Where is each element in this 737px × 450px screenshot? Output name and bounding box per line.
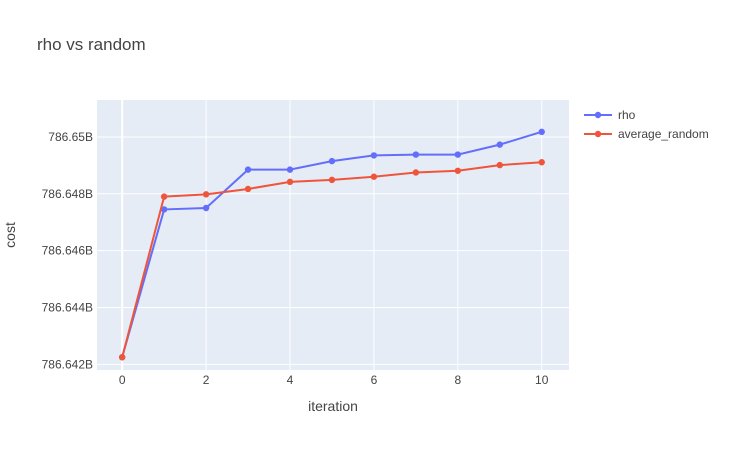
legend-item-average_random[interactable]: average_random bbox=[584, 127, 709, 141]
y-tick-label: 786.644B bbox=[42, 300, 93, 314]
x-tick-labels: 0 2 4 6 8 10 bbox=[119, 373, 549, 387]
y-tick-label: 786.648B bbox=[42, 187, 93, 201]
data-point bbox=[328, 157, 336, 165]
legend[interactable]: rho average_random bbox=[584, 108, 709, 141]
x-tick-label: 10 bbox=[535, 373, 549, 387]
data-point bbox=[496, 161, 503, 169]
data-point bbox=[118, 354, 126, 361]
legend-item-rho[interactable]: rho bbox=[584, 108, 636, 122]
data-point bbox=[160, 193, 168, 200]
x-tick-label: 8 bbox=[454, 373, 461, 387]
data-point bbox=[454, 167, 462, 174]
data-point bbox=[370, 173, 378, 180]
x-axis-title: iteration bbox=[308, 398, 358, 414]
y-gridlines bbox=[97, 136, 569, 365]
y-tick-label: 786.646B bbox=[42, 244, 93, 258]
y-tick-labels: 786.642B 786.644B 786.646B 786.648B 786.65B bbox=[42, 130, 93, 371]
data-point bbox=[538, 128, 545, 136]
data-point bbox=[160, 206, 168, 213]
data-point bbox=[538, 159, 545, 166]
x-tick-label: 4 bbox=[287, 373, 294, 387]
y-tick-label: 786.642B bbox=[42, 357, 93, 371]
series-average_random bbox=[118, 159, 545, 361]
y-tick-label: 786.65B bbox=[48, 130, 93, 144]
x-tick-label: 0 bbox=[119, 373, 126, 387]
chart-title: rho vs random bbox=[37, 35, 146, 54]
data-point bbox=[202, 191, 210, 198]
legend-label: average_random bbox=[618, 127, 709, 141]
data-point bbox=[412, 169, 420, 176]
x-gridlines bbox=[121, 100, 543, 370]
y-axis-title: cost bbox=[2, 222, 18, 248]
data-point bbox=[328, 176, 336, 184]
data-point bbox=[244, 185, 252, 193]
plot-background bbox=[97, 100, 569, 370]
x-tick-label: 2 bbox=[203, 373, 210, 387]
data-point bbox=[370, 152, 378, 159]
data-point bbox=[412, 151, 420, 158]
data-point bbox=[286, 178, 294, 186]
legend-label: rho bbox=[618, 108, 636, 122]
data-point bbox=[244, 166, 252, 173]
data-point bbox=[286, 166, 294, 173]
x-tick-label: 6 bbox=[371, 373, 378, 387]
data-point bbox=[202, 204, 210, 212]
legend-swatch-marker bbox=[594, 111, 602, 119]
data-point bbox=[496, 141, 503, 148]
series-layer bbox=[118, 128, 545, 361]
legend-swatch-marker bbox=[594, 130, 602, 138]
data-point bbox=[454, 151, 462, 158]
